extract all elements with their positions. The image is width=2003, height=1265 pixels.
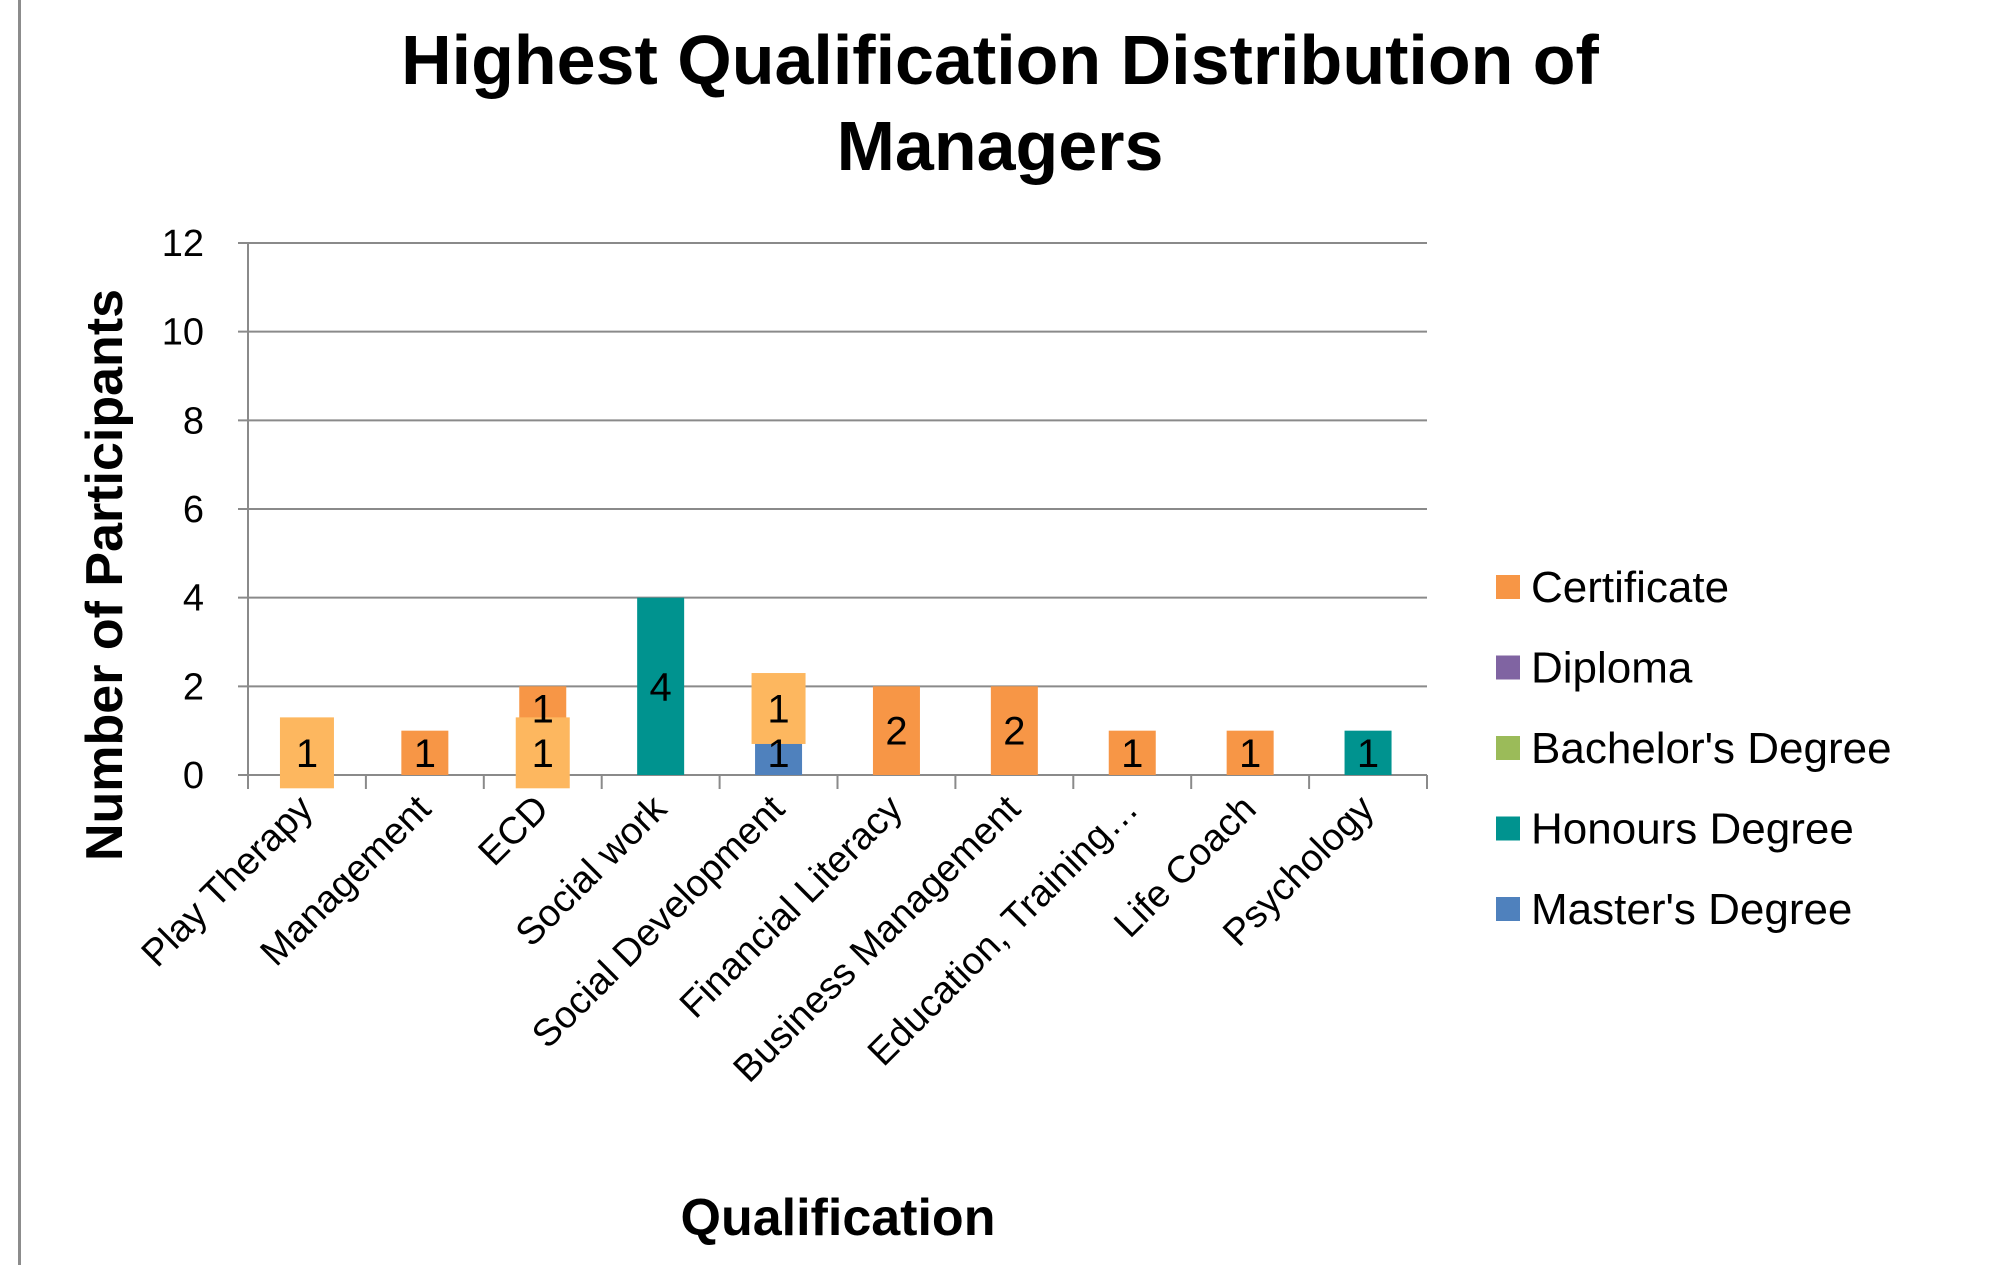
y-tick-label: 4 — [183, 578, 204, 620]
legend-label: Bachelor's Degree — [1531, 724, 1892, 773]
bar-segment — [990, 686, 1038, 775]
data-label-box — [279, 717, 334, 789]
chart-title-line: Managers — [837, 107, 1164, 185]
data-label: 1 — [767, 688, 789, 732]
data-label: 1 — [1357, 732, 1379, 776]
bar-segment — [872, 686, 920, 775]
frame-border — [18, 0, 21, 1265]
x-tick-label: Financial Literacy — [672, 788, 911, 1027]
legend-swatch — [1496, 575, 1520, 599]
y-tick-label: 10 — [162, 312, 204, 354]
legend-label: Master's Degree — [1531, 885, 1852, 934]
y-tick-label: 0 — [183, 755, 204, 797]
legend-label: Diploma — [1531, 644, 1693, 693]
data-label-box — [751, 673, 806, 744]
legend-swatch — [1496, 897, 1520, 921]
chart-title-line: Highest Qualification Distribution of — [401, 21, 1599, 99]
bar-segment — [1226, 730, 1274, 775]
data-label: 1 — [414, 732, 436, 776]
data-label: 1 — [1121, 732, 1143, 776]
bar-segment — [637, 597, 685, 775]
bar-segment — [1344, 730, 1392, 775]
y-tick-label: 12 — [162, 223, 204, 265]
x-tick-label: ECD — [471, 788, 557, 874]
legend-swatch — [1496, 655, 1520, 680]
x-axis-title: Qualification — [681, 1189, 996, 1247]
data-label: 1 — [296, 732, 318, 776]
data-label: 4 — [650, 665, 672, 709]
data-label: 2 — [885, 710, 907, 754]
y-tick-label: 8 — [183, 400, 204, 442]
data-label: 1 — [532, 732, 554, 776]
data-label: 1 — [767, 732, 789, 776]
data-label: 2 — [1003, 710, 1025, 754]
data-label: 1 — [1239, 732, 1261, 776]
data-label-box — [515, 717, 570, 789]
legend-swatch — [1496, 816, 1520, 841]
bar-segment — [1108, 730, 1156, 775]
legend-swatch — [1496, 736, 1520, 760]
y-axis-title: Number of Participants — [76, 289, 134, 861]
bar-segment — [401, 730, 449, 775]
y-tick-label: 2 — [183, 666, 204, 708]
data-label: 1 — [532, 688, 554, 732]
legend-label: Certificate — [1531, 563, 1729, 612]
y-tick-label: 6 — [183, 489, 204, 531]
legend-label: Honours Degree — [1531, 805, 1854, 854]
